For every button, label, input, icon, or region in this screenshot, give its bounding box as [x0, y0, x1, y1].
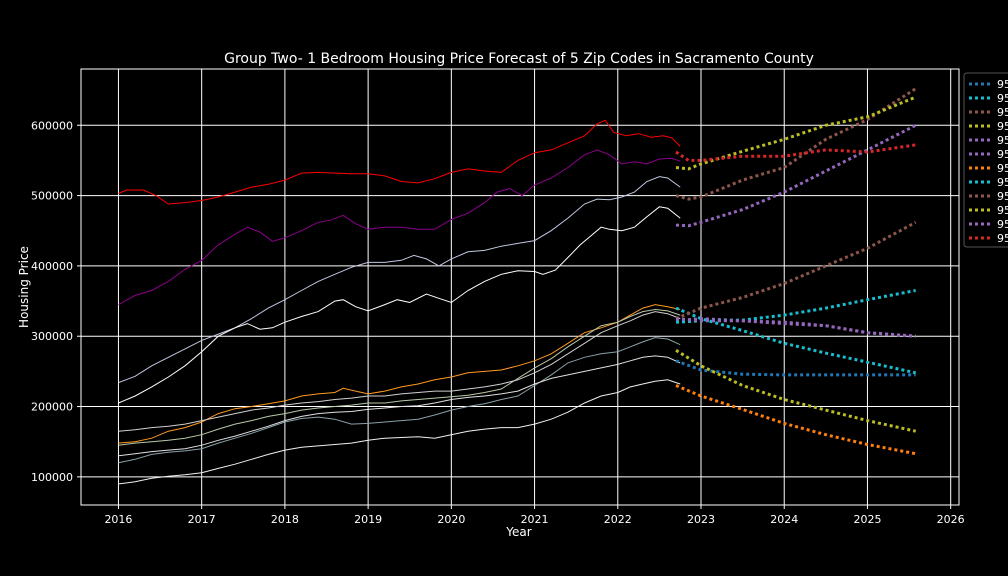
- y-tick-label: 100000: [31, 471, 73, 484]
- y-axis: 100000 200000 300000 400000 500000 600000: [31, 119, 81, 484]
- y-tick-label: 200000: [31, 401, 73, 414]
- legend-box: [963, 72, 1008, 248]
- x-tick-label: 2018: [271, 513, 299, 526]
- x-tick-label: 2020: [437, 513, 465, 526]
- forecast-line-5: [675, 123, 917, 228]
- historical-line-1: [118, 119, 681, 205]
- forecast-line-12: [675, 143, 916, 162]
- x-tick-label: 2023: [687, 513, 715, 526]
- x-tick-label: 2017: [188, 513, 216, 526]
- legend-label: 95: [997, 190, 1008, 203]
- historical-line-5: [118, 304, 681, 444]
- x-tick-label: 2024: [770, 513, 798, 526]
- historical-line-10: [118, 379, 681, 485]
- forecast-line-7: [675, 384, 916, 456]
- historical-line-6: [118, 308, 681, 446]
- legend-label: 95: [997, 148, 1008, 161]
- legend-label: 95: [997, 218, 1008, 231]
- forecast-line-2: [675, 306, 917, 375]
- forecast-line-1: [675, 359, 916, 377]
- y-tick-label: 600000: [31, 119, 73, 132]
- grid: [81, 69, 959, 505]
- legend-label: 95: [997, 204, 1008, 217]
- historical-line-8: [118, 337, 681, 464]
- forecast-line-10: [675, 349, 917, 433]
- plot-frame: [80, 68, 960, 506]
- forecast-line-3: [675, 87, 917, 201]
- historical-line-9: [118, 355, 681, 457]
- x-axis-title: Year: [505, 525, 531, 539]
- forecast-series: [675, 87, 917, 456]
- legend-label: 95: [997, 162, 1008, 175]
- y-tick-label: 500000: [31, 190, 73, 203]
- historical-line-3: [118, 176, 681, 384]
- x-tick-label: 2025: [853, 513, 881, 526]
- forecast-line-9: [675, 220, 917, 320]
- legend-label: 95: [997, 232, 1008, 245]
- x-tick-label: 2019: [354, 513, 382, 526]
- historical-series: [118, 119, 681, 485]
- forecast-line-4: [675, 95, 917, 171]
- x-tick-label: 2021: [521, 513, 549, 526]
- x-axis: 2016 2017 2018 2019 2020 2021 2022 2023 2024 2025…: [104, 505, 965, 526]
- legend-label: 95: [997, 176, 1008, 189]
- chart-title: Group Two- 1 Bedroom Housing Price Forec…: [224, 51, 814, 67]
- y-axis-title: Housing Price: [17, 246, 31, 328]
- y-tick-label: 300000: [31, 330, 73, 343]
- x-tick-label: 2016: [104, 513, 132, 526]
- legend-label: 95: [997, 92, 1008, 105]
- legend-label: 95: [997, 120, 1008, 133]
- historical-line-2: [118, 149, 681, 306]
- x-tick-label: 2022: [604, 513, 632, 526]
- x-tick-label: 2026: [937, 513, 965, 526]
- forecast-line-11: [675, 317, 916, 338]
- y-tick-label: 400000: [31, 260, 73, 273]
- legend-label: 95: [997, 106, 1008, 119]
- historical-line-4: [118, 206, 681, 404]
- legend-label: 95: [997, 78, 1008, 91]
- legend-label: 95: [997, 134, 1008, 147]
- historical-line-7: [118, 311, 681, 432]
